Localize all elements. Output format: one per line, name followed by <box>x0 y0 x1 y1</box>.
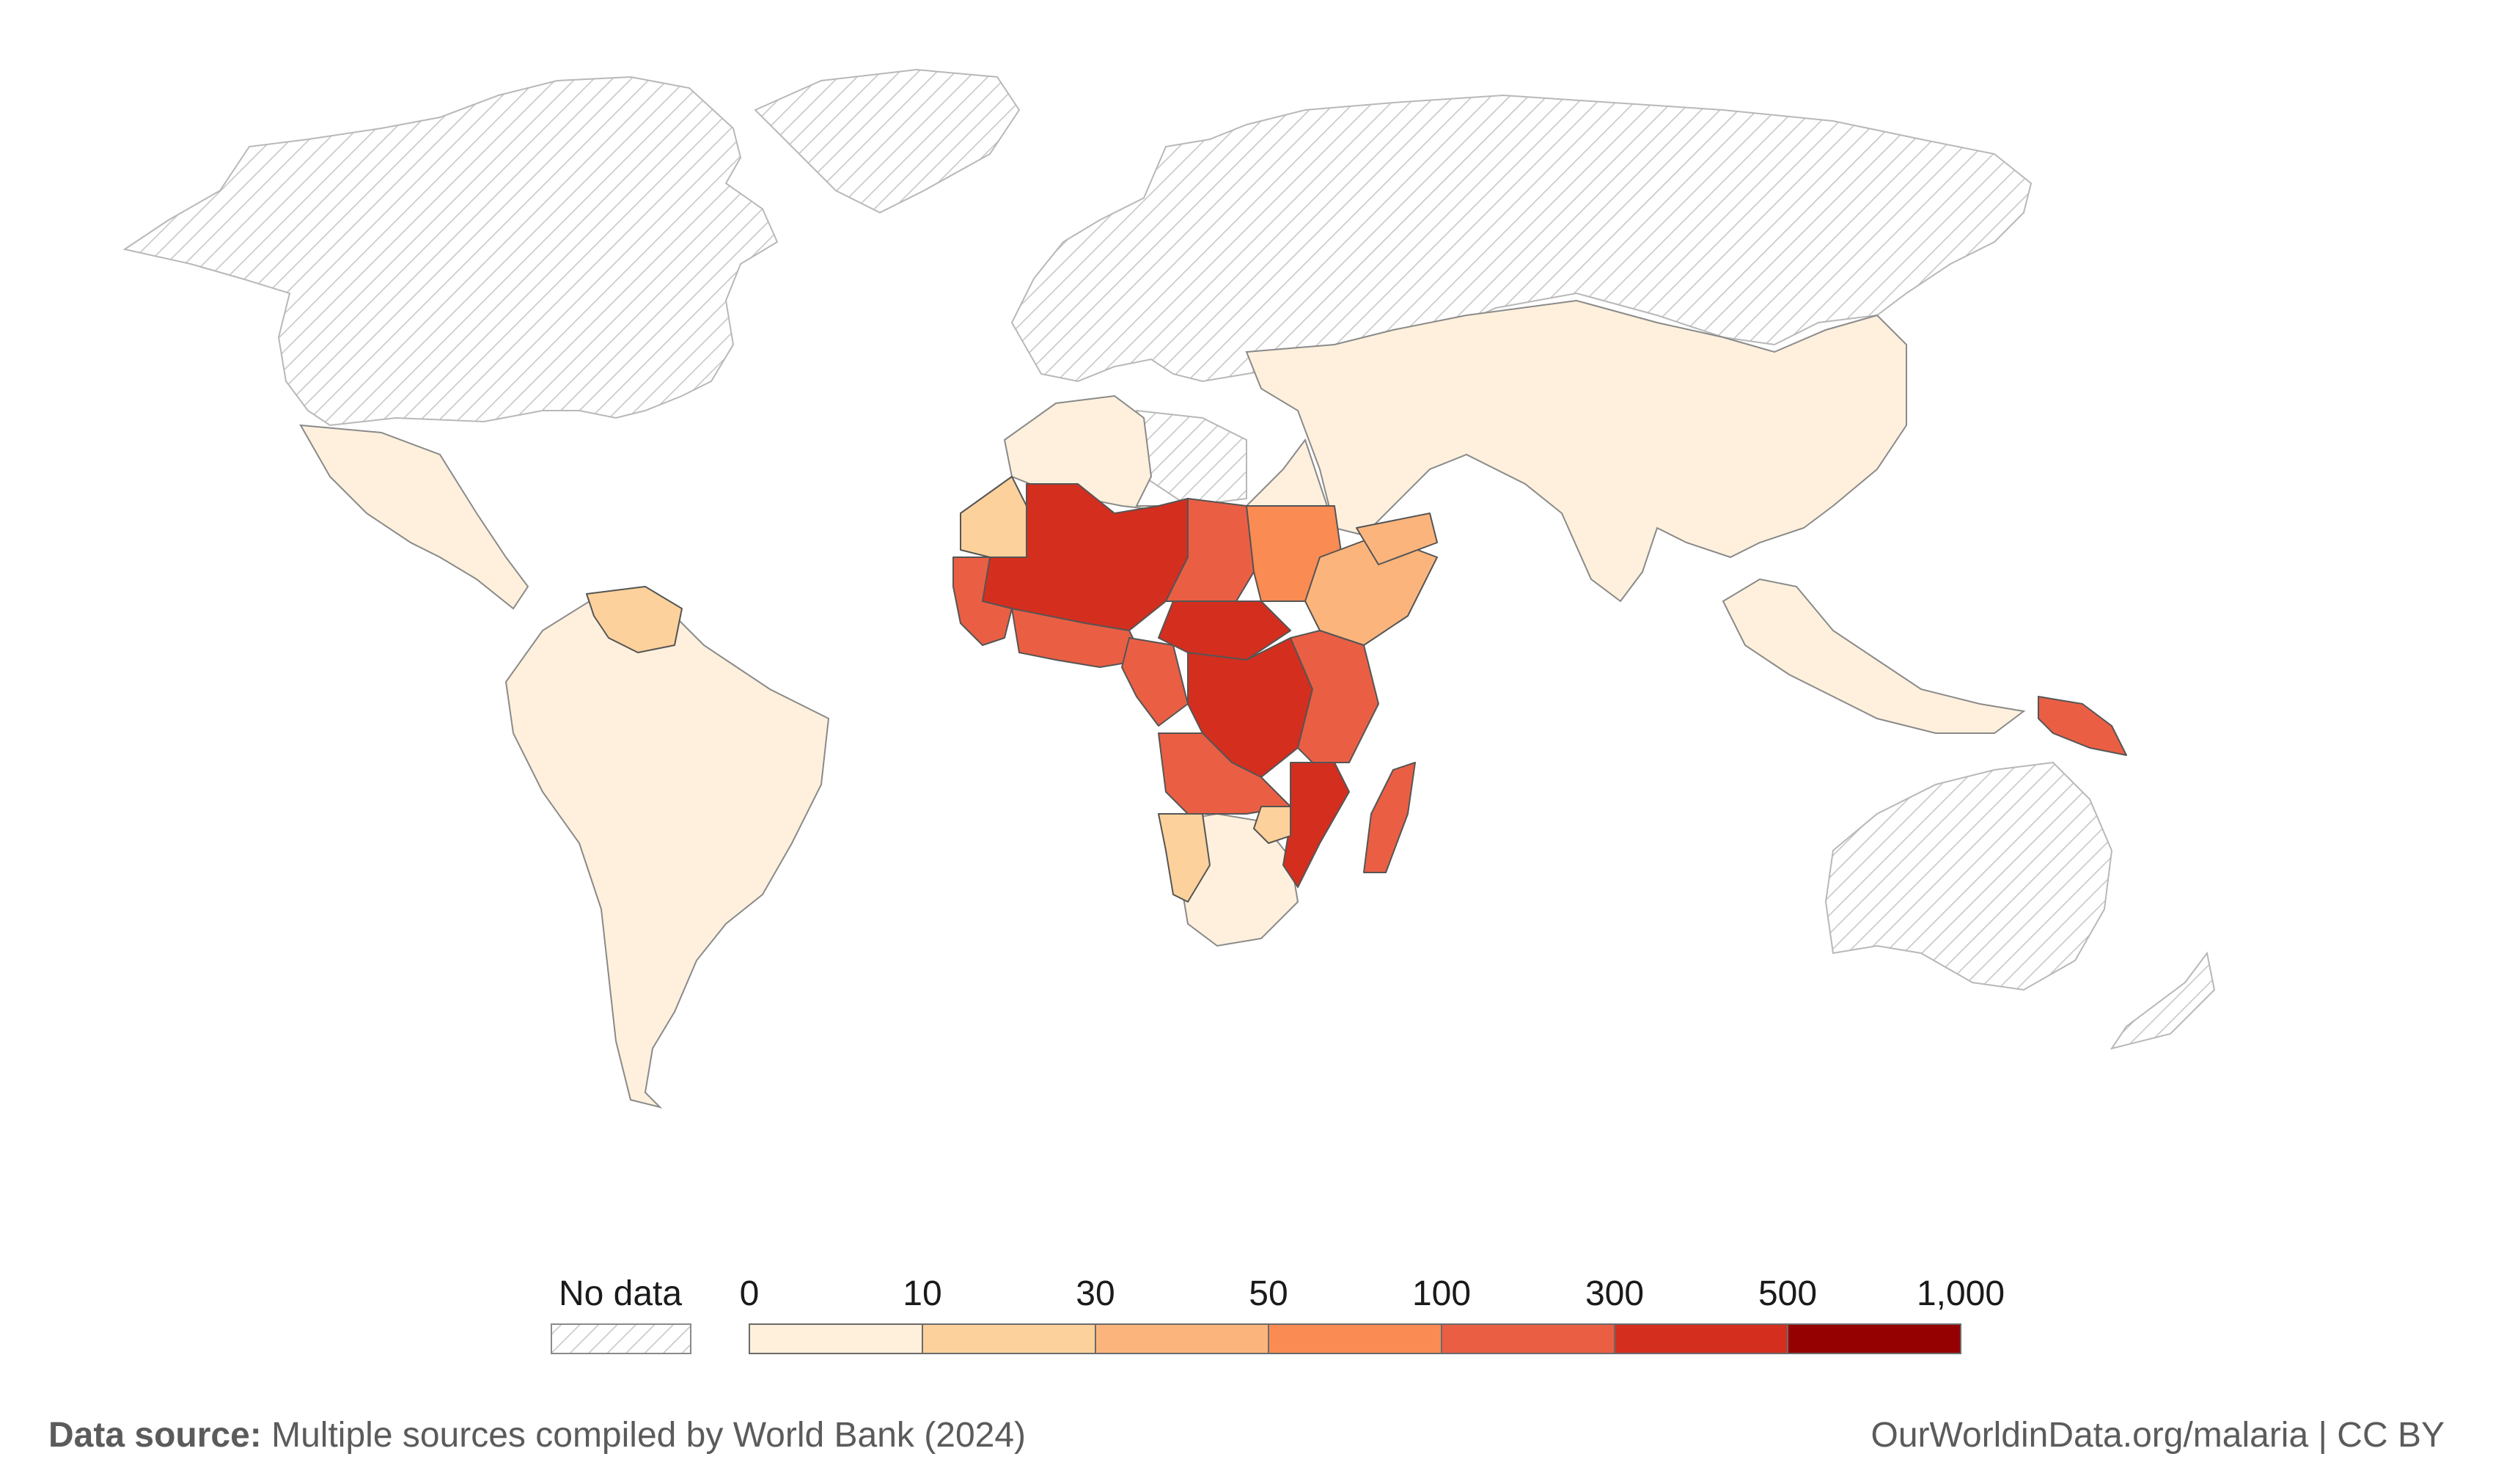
north-america-region <box>122 76 779 427</box>
papua-new-guinea <box>2038 696 2127 756</box>
west-africa-coast <box>1011 608 1145 668</box>
south-america <box>504 592 830 1109</box>
zimbabwe <box>1253 806 1291 844</box>
mauritania <box>960 476 1027 558</box>
legend-tick-label: 0 <box>740 1274 760 1313</box>
legend-tick-label: 300 <box>1585 1274 1644 1313</box>
legend-tick-label: 1,000 <box>1917 1274 2005 1313</box>
legend-bin <box>922 1323 1096 1354</box>
legend-tick-label: 500 <box>1758 1274 1817 1313</box>
southeast-asia <box>1722 578 2026 734</box>
no-data-label: No data <box>559 1274 682 1313</box>
mozambique-malawi <box>1282 762 1350 888</box>
other-choropleth <box>586 513 2127 756</box>
madagascar <box>1363 762 1416 873</box>
legend-tick-label: 50 <box>1249 1274 1288 1313</box>
australia-region <box>1824 761 2113 991</box>
africa-choropleth <box>952 476 1438 903</box>
namibia <box>1158 813 1211 903</box>
credit-link[interactable]: OurWorldinData.org/malaria | CC BY <box>1870 1416 2445 1455</box>
low-incidence-regions <box>299 299 2026 1109</box>
legend-tick-label: 100 <box>1412 1274 1471 1313</box>
greenland-region <box>754 68 1021 214</box>
kenya-tanzania <box>1290 630 1379 763</box>
no-data-swatch <box>551 1323 691 1354</box>
legend-tick-label: 30 <box>1076 1274 1115 1313</box>
senegal-guinea <box>952 556 1013 646</box>
legend-bin <box>1787 1323 1961 1354</box>
legend-bins: 0 10 30 50 100 300 500 1,000 <box>740 1274 2005 1354</box>
legend-bin <box>1441 1323 1615 1354</box>
europe-russia-region <box>1010 94 2033 383</box>
libya-region <box>1135 409 1247 507</box>
no-data-regions <box>122 68 2216 1050</box>
source-label: Data source: <box>48 1416 262 1455</box>
yemen <box>1356 513 1438 565</box>
legend-bin <box>749 1323 923 1354</box>
drc <box>1187 637 1313 778</box>
legend: No data 0 10 30 50 100 300 500 1,000 <box>551 1274 2005 1354</box>
legend-bin <box>1268 1323 1442 1354</box>
legend-tick-label: 10 <box>903 1274 941 1313</box>
cameroon-gabon <box>1121 637 1189 727</box>
legend-bin <box>1614 1323 1788 1354</box>
source-text: Multiple sources compiled by World Bank … <box>271 1416 1027 1455</box>
new-zealand-region <box>2110 951 2216 1050</box>
venezuela-guyana <box>586 586 683 653</box>
mexico-central-america <box>299 424 529 610</box>
data-source: Data source: Multiple sources compiled b… <box>48 1415 1026 1455</box>
legend-bin <box>1095 1323 1269 1354</box>
